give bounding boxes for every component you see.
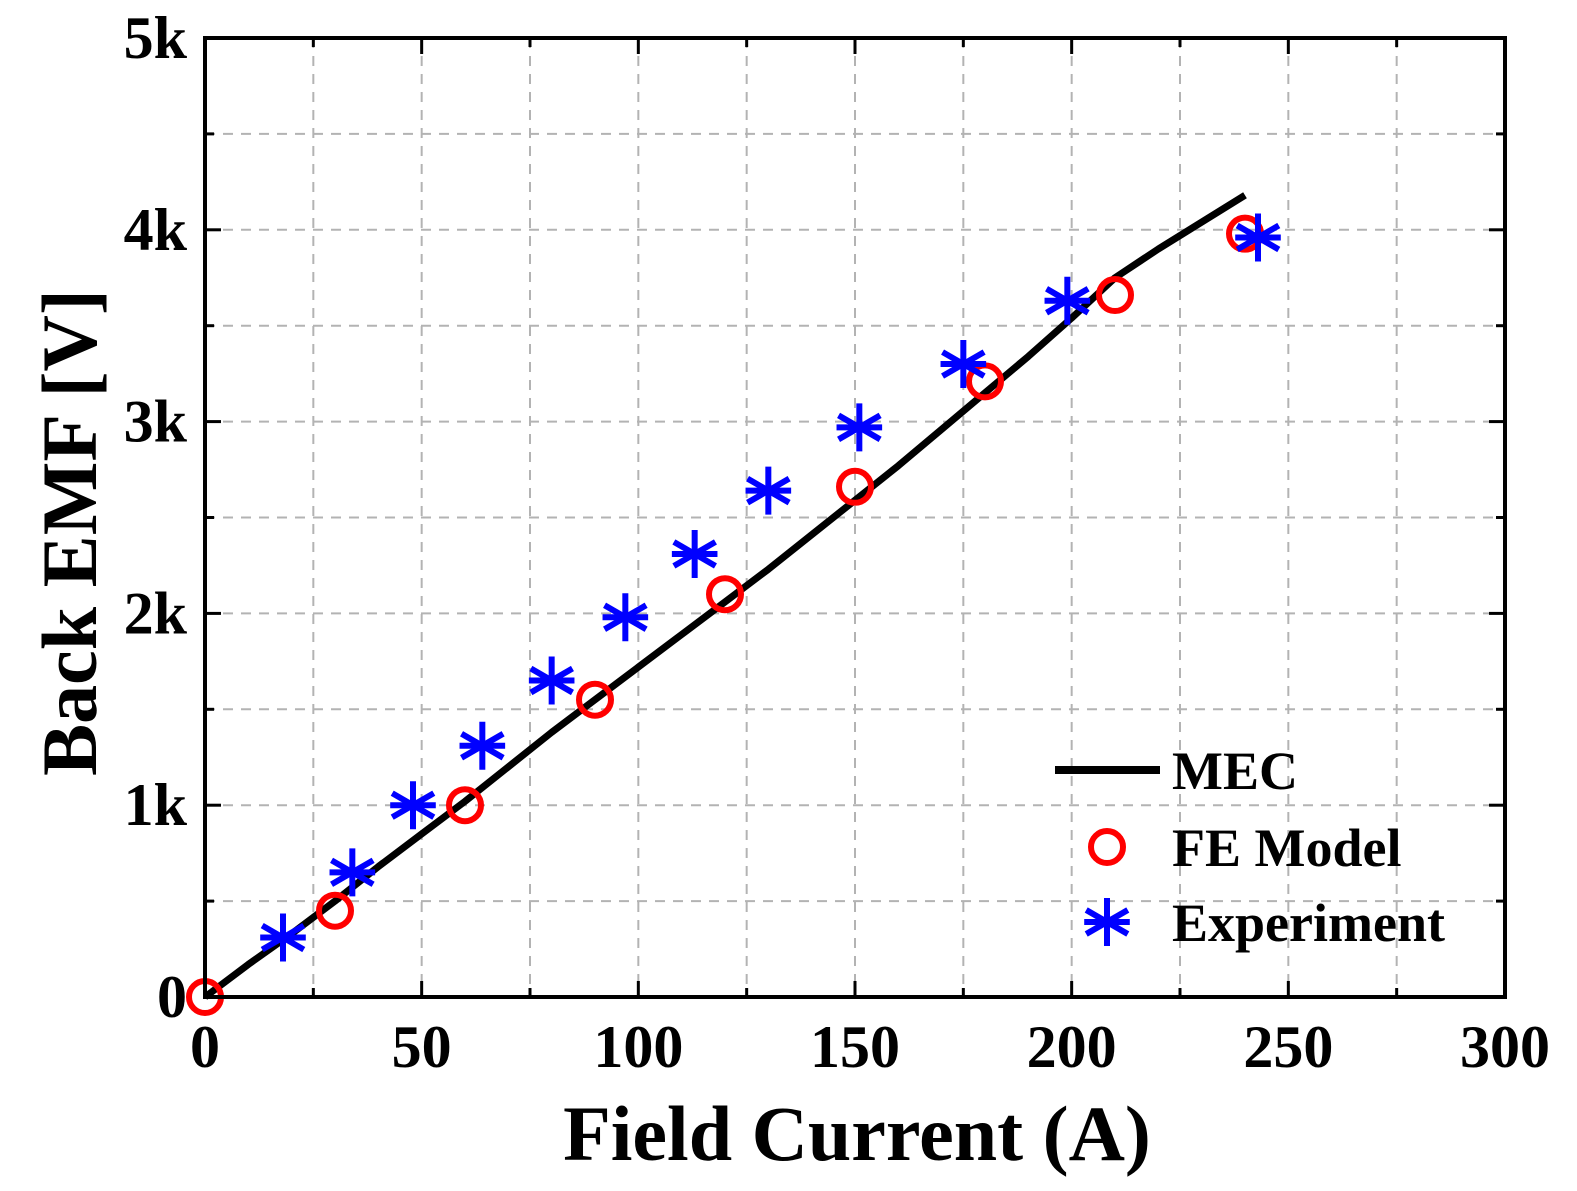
x-axis-title: Field Current (A) [563,1090,1151,1177]
y-tick-label: 3k [124,389,188,455]
y-tick-label: 2k [124,580,188,646]
legend-symbol-experiment [1084,898,1130,946]
grid-layer [205,38,1505,997]
fe-model-point [1096,276,1134,315]
legend-label: FE Model [1172,818,1401,878]
fe-model-point [836,467,874,506]
legend-label: Experiment [1172,893,1445,953]
y-tick-label: 4k [124,197,188,263]
experiment-point [671,529,718,578]
x-tick-label: 200 [1027,1014,1117,1080]
experiment-point [1235,213,1281,262]
y-axis-title: Back EMF [V] [26,289,113,776]
series-layer [186,192,1281,1016]
fe-model-point [576,680,614,719]
legend-symbol-fe-model [1088,828,1126,866]
x-tick-label: 0 [190,1014,220,1080]
legend: MEC FE Model Experiment [1055,741,1445,953]
x-tick-label: 100 [593,1014,683,1080]
legend-label: MEC [1172,741,1298,801]
experiment-point [1044,276,1091,325]
y-tick-label: 0 [157,964,187,1030]
experiment-point [329,848,376,897]
experiment-point [528,656,575,705]
experiment-point [745,466,792,515]
series-line-mec [202,192,1247,1000]
x-tick-label: 150 [810,1014,900,1080]
y-tick-label: 1k [124,772,188,838]
experiment-point [260,913,306,962]
experiment-point [459,721,506,770]
experiment-point [602,593,649,642]
fe-model-point [316,891,354,930]
experiment-point [940,340,987,389]
x-tick-label: 300 [1460,1014,1550,1080]
y-tick-label: 5k [124,5,188,71]
x-tick-label: 50 [392,1014,452,1080]
x-tick-label: 250 [1243,1014,1333,1080]
label-layer: 0 50 100 150 200 250 300 0 1k 2k 3k 4k 5k [124,5,1550,1080]
experiment-point [836,403,883,452]
fe-model-point [446,786,484,825]
fe-model-point [706,575,744,614]
plot-frame [203,36,1507,999]
experiment-point [390,781,436,830]
